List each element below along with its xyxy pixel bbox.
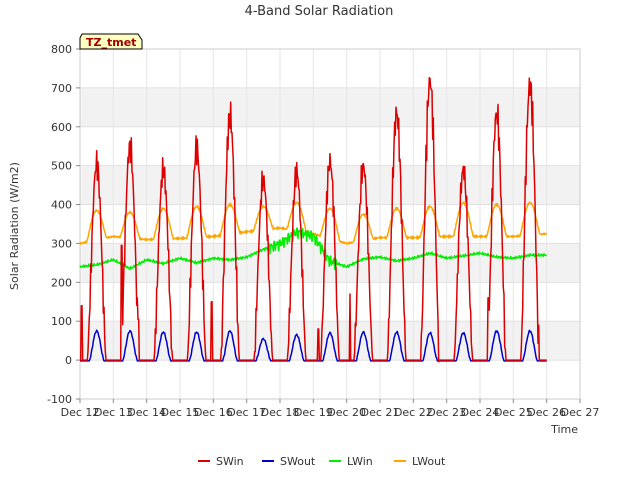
x-tick-label: Dec 14 <box>127 406 166 419</box>
y-axis-label: Solar Radiation (W/m2) <box>8 162 21 290</box>
x-tick-label: Dec 18 <box>261 406 300 419</box>
x-tick-label: Dec 13 <box>94 406 133 419</box>
x-tick-label: Dec 22 <box>394 406 433 419</box>
grid-band <box>80 87 580 127</box>
y-tick-label: 300 <box>51 237 72 250</box>
y-tick-label: 500 <box>51 160 72 173</box>
y-tick-label: 800 <box>51 43 72 56</box>
x-tick-label: Dec 25 <box>494 406 533 419</box>
series-line-swout <box>79 329 547 362</box>
x-tick-label: Dec 20 <box>327 406 366 419</box>
x-tick-label: Dec 19 <box>294 406 333 419</box>
x-tick-label: Dec 12 <box>61 406 100 419</box>
x-tick-label: Dec 21 <box>361 406 400 419</box>
legend: SWin SWout LWin LWout <box>198 455 446 468</box>
x-tick-label: Dec 16 <box>194 406 233 419</box>
legend-label-swin: SWin <box>216 455 244 468</box>
legend-label-lwout: LWout <box>412 455 446 468</box>
grid-band <box>80 165 580 205</box>
y-tick-label: -100 <box>47 393 72 406</box>
x-tick-label: Dec 24 <box>461 406 500 419</box>
site-label-shape <box>79 33 143 50</box>
y-axis-ticks: -100 0 100 200 300 400 500 600 700 800 <box>47 43 80 406</box>
y-tick-label: 200 <box>51 276 72 289</box>
y-tick-label: 600 <box>51 121 72 134</box>
site-label: TZ_tmet <box>86 36 136 49</box>
y-tick-label: 100 <box>51 315 72 328</box>
x-tick-label: Dec 23 <box>427 406 466 419</box>
grid-bands <box>80 87 580 361</box>
legend-label-swout: SWout <box>280 455 316 468</box>
y-tick-label: 700 <box>51 82 72 95</box>
legend-label-lwin: LWin <box>347 455 373 468</box>
x-tick-label: Dec 27 <box>561 406 600 419</box>
x-axis-label: Time <box>550 423 578 436</box>
series-lines <box>79 76 548 363</box>
x-tick-label: Dec 26 <box>527 406 566 419</box>
grid-band <box>80 321 580 361</box>
x-tick-label: Dec 17 <box>227 406 266 419</box>
series-line-swin <box>79 76 547 363</box>
x-tick-label: Dec 15 <box>161 406 200 419</box>
plot-frame <box>79 48 581 400</box>
site-label-box: TZ_tmet <box>79 33 143 50</box>
y-tick-label: 0 <box>65 354 72 367</box>
y-tick-label: 400 <box>51 199 72 212</box>
chart-title: 4-Band Solar Radiation <box>245 4 394 19</box>
